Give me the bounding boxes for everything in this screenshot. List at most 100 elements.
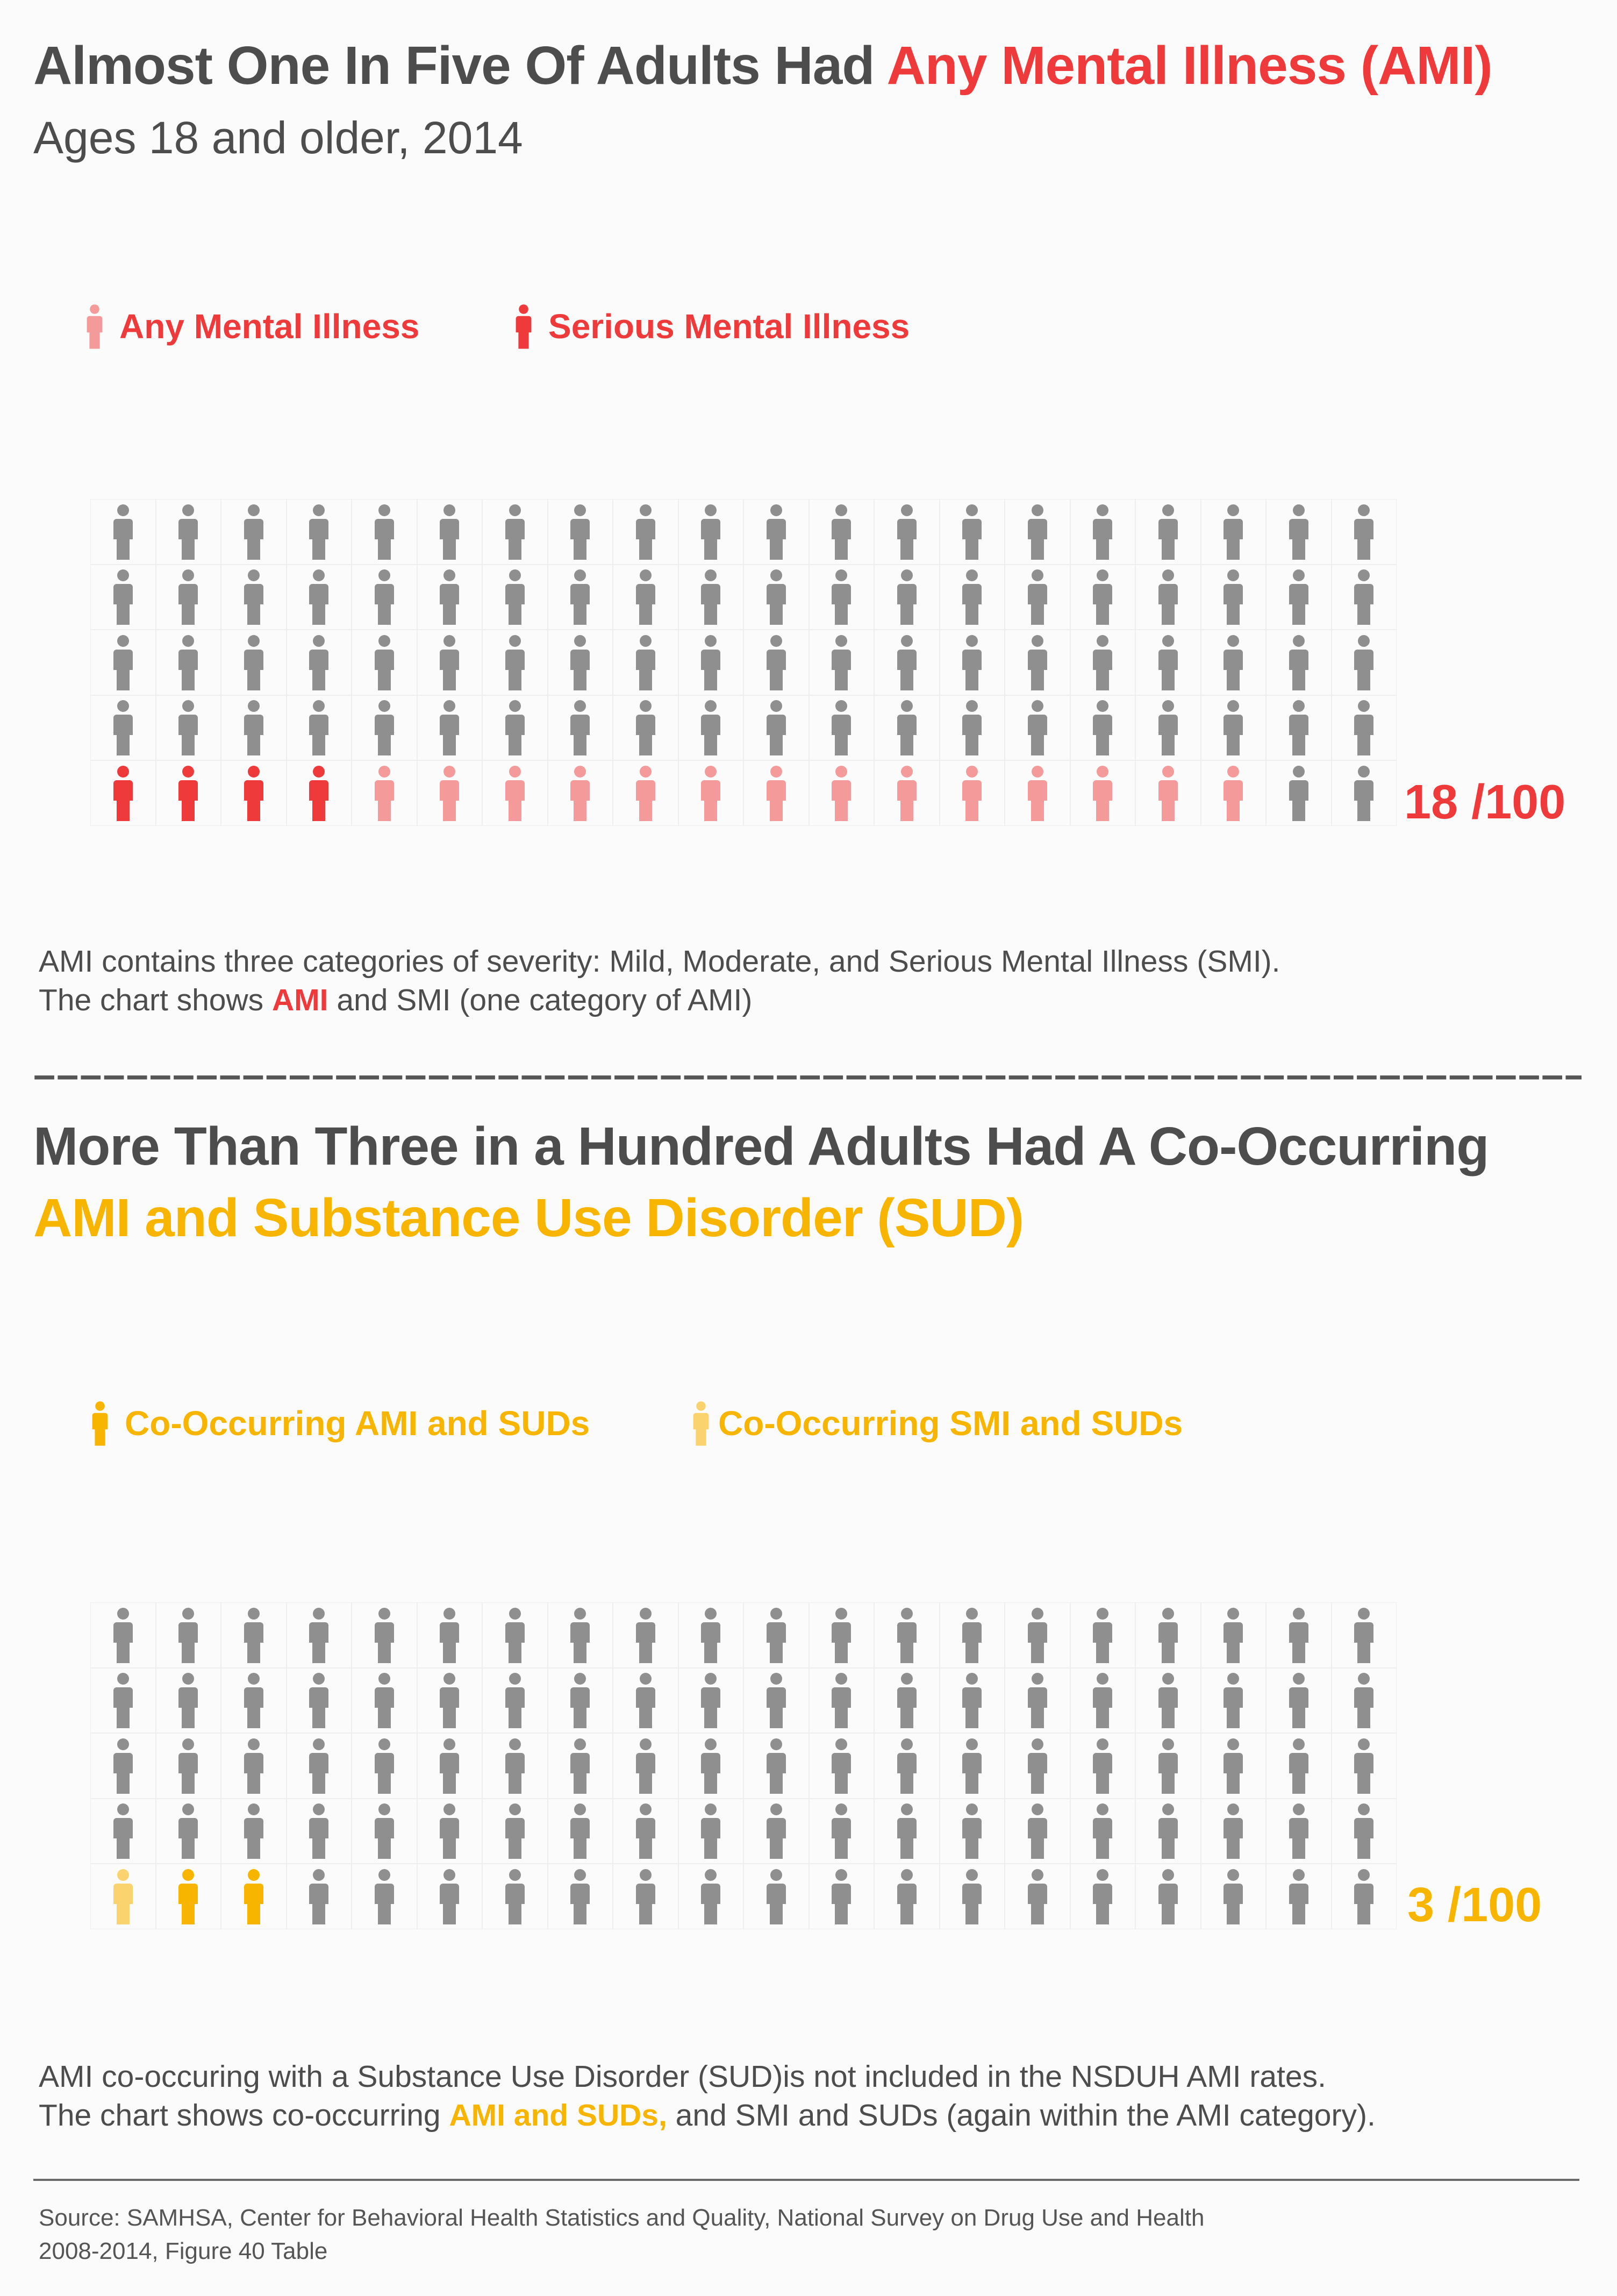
person-icon bbox=[1224, 1803, 1243, 1859]
waffle-cell bbox=[1331, 1733, 1397, 1799]
person-icon bbox=[832, 700, 852, 756]
ratio-ami: 18 /100 bbox=[1404, 775, 1566, 829]
person-icon bbox=[1289, 765, 1308, 821]
waffle-cell bbox=[874, 760, 940, 826]
waffle-cell bbox=[1266, 1667, 1332, 1733]
person-icon bbox=[374, 569, 394, 625]
person-icon bbox=[635, 504, 655, 560]
person-icon bbox=[1354, 700, 1374, 756]
person-icon bbox=[1027, 1738, 1047, 1794]
person-icon bbox=[701, 504, 721, 560]
waffle-cell bbox=[352, 630, 417, 695]
section1-title-part2: Any Mental Illness (AMI) bbox=[886, 35, 1493, 96]
person-icon bbox=[178, 634, 198, 690]
waffle-cell bbox=[482, 564, 548, 630]
person-icon bbox=[178, 700, 198, 756]
waffle-cell bbox=[417, 1733, 482, 1799]
waffle-cell bbox=[155, 630, 221, 695]
waffle-cell bbox=[352, 1733, 417, 1799]
waffle-cell bbox=[155, 760, 221, 826]
person-icon bbox=[832, 1738, 852, 1794]
person-icon bbox=[440, 765, 460, 821]
person-icon bbox=[635, 1738, 655, 1794]
person-icon bbox=[897, 765, 917, 821]
waffle-cell bbox=[417, 1602, 482, 1668]
waffle-cell bbox=[613, 1667, 678, 1733]
person-icon bbox=[962, 634, 982, 690]
person-icon bbox=[1093, 1803, 1113, 1859]
waffle-cell bbox=[352, 1798, 417, 1864]
waffle-cell bbox=[155, 1602, 221, 1668]
person-icon bbox=[570, 634, 590, 690]
waffle-cell bbox=[1200, 760, 1266, 826]
person-icon bbox=[309, 634, 329, 690]
person-icon bbox=[1354, 1607, 1374, 1663]
person-icon bbox=[374, 700, 394, 756]
person-icon bbox=[113, 1607, 133, 1663]
note-text: and SMI (one category of AMI) bbox=[328, 983, 753, 1017]
person-icon bbox=[440, 569, 460, 625]
person-icon bbox=[1027, 1869, 1047, 1924]
waffle-cell bbox=[221, 1602, 287, 1668]
waffle-cell bbox=[482, 630, 548, 695]
ratio-cooccurring: 3 /100 bbox=[1407, 1878, 1542, 1932]
person-icon bbox=[1093, 569, 1113, 625]
person-icon bbox=[701, 1673, 721, 1729]
person-icon bbox=[962, 504, 982, 560]
person-icon bbox=[178, 1869, 198, 1924]
waffle-cell bbox=[743, 695, 809, 760]
waffle-cell bbox=[547, 1667, 613, 1733]
waffle-cell bbox=[1070, 1667, 1135, 1733]
waffle-cell bbox=[808, 630, 874, 695]
person-icon bbox=[701, 1738, 721, 1794]
waffle-cell bbox=[1070, 1864, 1135, 1929]
waffle-cell bbox=[678, 760, 743, 826]
waffle-cell bbox=[939, 760, 1005, 826]
waffle-cell bbox=[90, 499, 156, 565]
waffle-cell bbox=[417, 1667, 482, 1733]
person-icon bbox=[897, 1803, 917, 1859]
person-icon bbox=[178, 765, 198, 821]
waffle-cell bbox=[1266, 564, 1332, 630]
waffle-cell bbox=[1331, 630, 1397, 695]
person-icon bbox=[832, 504, 852, 560]
waffle-cell bbox=[613, 1798, 678, 1864]
waffle-cell bbox=[1331, 1864, 1397, 1929]
waffle-cell bbox=[547, 1864, 613, 1929]
waffle-cell bbox=[874, 1798, 940, 1864]
person-icon bbox=[1354, 765, 1374, 821]
legend-item-cooccurring-ami-suds: Co-Occurring AMI and SUDs bbox=[91, 1399, 590, 1448]
waffle-cell bbox=[352, 564, 417, 630]
person-icon bbox=[244, 569, 263, 625]
waffle-cell bbox=[1200, 695, 1266, 760]
waffle-cell bbox=[939, 1667, 1005, 1733]
person-icon bbox=[244, 504, 263, 560]
person-icon bbox=[897, 1738, 917, 1794]
person-icon bbox=[701, 569, 721, 625]
waffle-cell bbox=[352, 1602, 417, 1668]
person-icon bbox=[701, 1869, 721, 1924]
person-icon bbox=[897, 634, 917, 690]
waffle-cell bbox=[808, 1602, 874, 1668]
person-icon bbox=[374, 1607, 394, 1663]
person-icon bbox=[1224, 700, 1243, 756]
person-icon bbox=[766, 1607, 786, 1663]
waffle-cell bbox=[613, 1864, 678, 1929]
person-icon bbox=[1158, 569, 1178, 625]
waffle-cell bbox=[808, 1733, 874, 1799]
waffle-cell bbox=[1005, 1864, 1070, 1929]
person-icon bbox=[309, 504, 329, 560]
waffle-cell bbox=[1005, 760, 1070, 826]
person-icon bbox=[1093, 1869, 1113, 1924]
person-icon bbox=[309, 700, 329, 756]
person-icon bbox=[701, 1803, 721, 1859]
waffle-cell bbox=[1005, 1733, 1070, 1799]
person-icon bbox=[374, 765, 394, 821]
person-icon bbox=[1224, 765, 1243, 821]
person-icon bbox=[505, 569, 525, 625]
waffle-cell bbox=[90, 1864, 156, 1929]
person-icon bbox=[1027, 569, 1047, 625]
waffle-cell bbox=[482, 1602, 548, 1668]
waffle-cell bbox=[1200, 1864, 1266, 1929]
waffle-cell bbox=[482, 1798, 548, 1864]
